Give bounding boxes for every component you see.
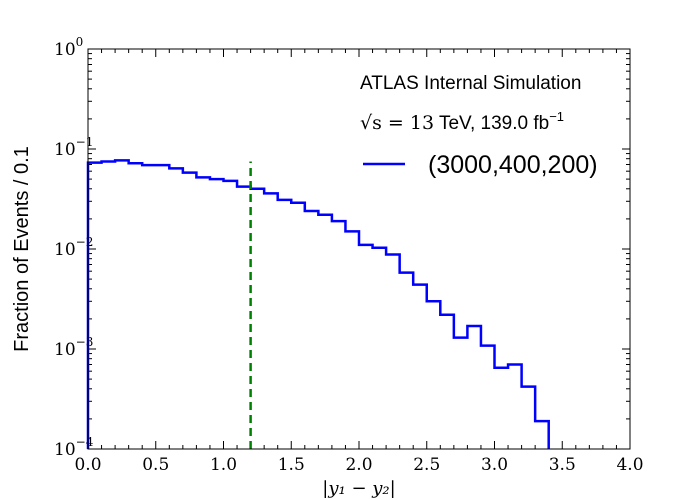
x-tick-label: 1.5 [278, 455, 305, 475]
series-step-line [86, 159, 550, 449]
y-tick-label: 10−1 [54, 135, 93, 160]
y-tick-base: 10 [54, 40, 76, 60]
x-tick-label: 4.0 [616, 455, 643, 475]
annotation-title: ATLAS Internal Simulation [360, 73, 581, 94]
x-axis-title: |y₁ − y₂| [322, 478, 395, 499]
x-tick-label: 3.0 [481, 455, 508, 475]
y-tick-base: 10 [54, 240, 76, 260]
legend-label: (3000,400,200) [428, 151, 598, 179]
y-tick-label: 100 [54, 35, 83, 60]
x-tick-label: 2.5 [413, 455, 440, 475]
y-tick-exponent: 0 [76, 35, 84, 49]
y-tick-base: 10 [54, 340, 76, 360]
x-tick-label: 1.0 [210, 455, 237, 475]
x-tick-label: 0.0 [74, 455, 101, 475]
y-tick-exponent: −3 [76, 335, 94, 349]
energy-sqrt-s: √s [360, 112, 382, 134]
plot-frame [87, 48, 631, 450]
y-tick-base: 10 [54, 440, 76, 460]
plot-lines [86, 159, 550, 449]
x-tick-label: 3.5 [549, 455, 576, 475]
annotation-energy: √s = 13 TeV, 139.0 fb−1 [360, 109, 564, 134]
x-tick-label: 0.5 [142, 455, 169, 475]
y-tick-exponent: −2 [76, 235, 94, 249]
y-tick-exponent: −1 [76, 135, 94, 149]
y-tick-exponent: −4 [76, 435, 94, 449]
y-axis-title: Fraction of Events / 0.1 [11, 146, 33, 352]
y-tick-base: 10 [54, 140, 76, 160]
energy-eq: = 13 [382, 112, 434, 134]
energy-rest: TeV, 139.0 fb [434, 113, 549, 134]
axis-ticks: 0.0 0.5 1.0 1.5 2.0 2.5 3.0 3.5 4.010010−110−210… [54, 35, 644, 475]
x-tick-label: 2.0 [345, 455, 372, 475]
energy-sup: −1 [549, 109, 564, 124]
